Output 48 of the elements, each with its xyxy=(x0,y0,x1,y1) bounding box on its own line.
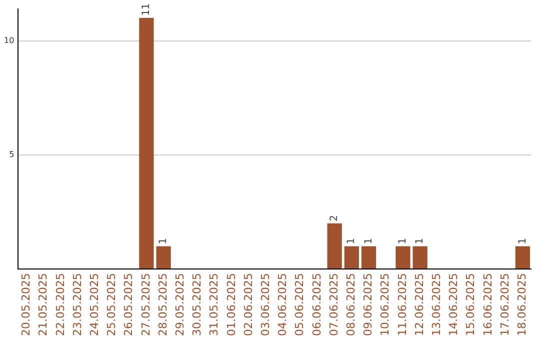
x-tick-label: 04.06.2025 xyxy=(276,273,290,336)
x-tick-label: 22.05.2025 xyxy=(54,273,67,336)
x-tick-label: 18.06.2025 xyxy=(516,273,529,336)
x-tick-label: 31.05.2025 xyxy=(208,273,221,336)
x-tick-label: 28.05.2025 xyxy=(156,273,170,336)
data-label: 1 xyxy=(414,238,426,244)
data-label: 2 xyxy=(329,214,340,222)
bar xyxy=(327,223,342,269)
x-tick-label: 12.06.2025 xyxy=(412,273,426,336)
data-label: 11 xyxy=(141,3,152,16)
data-label: 1 xyxy=(346,238,358,244)
data-label: 1 xyxy=(363,238,374,244)
x-tick-label: 11.06.2025 xyxy=(396,273,409,336)
x-tick-label: 14.06.2025 xyxy=(447,273,460,336)
x-tick-label: 02.06.2025 xyxy=(242,273,255,336)
x-tick-label: 15.06.2025 xyxy=(464,273,478,336)
y-tick-label: 10 xyxy=(4,36,14,45)
x-tick-label: 29.05.2025 xyxy=(174,273,186,336)
x-tick-label: 06.06.2025 xyxy=(310,273,324,336)
bar xyxy=(361,246,376,269)
x-tick-label: 30.05.2025 xyxy=(190,273,204,336)
x-tick-label: 08.06.2025 xyxy=(344,273,358,336)
x-tick-label: 23.05.2025 xyxy=(70,273,84,336)
data-label: 1 xyxy=(158,238,170,244)
bar xyxy=(156,246,171,269)
x-tick-label: 03.06.2025 xyxy=(259,273,272,336)
bar xyxy=(344,246,359,269)
x-tick-label: 09.06.2025 xyxy=(362,273,375,336)
x-tick-label: 26.05.2025 xyxy=(122,273,136,336)
x-tick-label: 16.06.2025 xyxy=(481,273,494,336)
x-tick-label: 25.05.2025 xyxy=(105,273,118,336)
x-tick-label: 05.06.2025 xyxy=(293,273,306,336)
bar xyxy=(396,246,410,269)
data-label: 1 xyxy=(517,238,528,244)
bar xyxy=(412,246,428,269)
x-tick-label: 17.06.2025 xyxy=(498,273,512,336)
x-tick-label: 07.06.2025 xyxy=(327,273,340,336)
x-tick-label: 20.05.2025 xyxy=(20,273,33,336)
x-tick-label: 10.06.2025 xyxy=(378,273,392,336)
x-tick-label: 13.06.2025 xyxy=(430,273,444,336)
x-tick-label: 01.06.2025 xyxy=(224,273,238,336)
x-tick-label: 27.05.2025 xyxy=(139,273,152,336)
data-label: 1 xyxy=(398,238,409,244)
x-tick-label: 24.05.2025 xyxy=(88,273,101,336)
bar xyxy=(139,18,154,269)
x-tick-label: 21.05.2025 xyxy=(36,273,50,336)
bar xyxy=(515,246,530,269)
y-tick-label: 5 xyxy=(9,150,14,159)
